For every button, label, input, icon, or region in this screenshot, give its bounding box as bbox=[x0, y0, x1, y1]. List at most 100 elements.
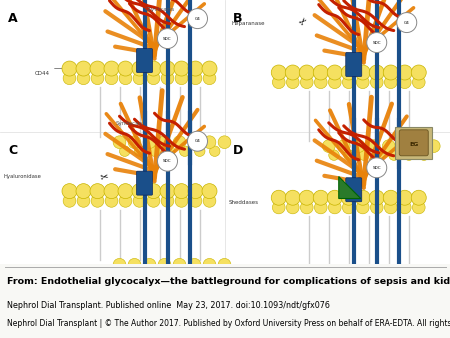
Circle shape bbox=[342, 201, 355, 214]
Circle shape bbox=[338, 140, 350, 152]
Circle shape bbox=[328, 201, 341, 214]
FancyBboxPatch shape bbox=[346, 178, 362, 202]
Bar bbox=[0, 132, 225, 264]
Circle shape bbox=[397, 138, 417, 158]
Circle shape bbox=[147, 194, 160, 207]
Circle shape bbox=[286, 201, 299, 214]
Circle shape bbox=[119, 194, 132, 207]
Circle shape bbox=[271, 65, 286, 80]
Circle shape bbox=[165, 146, 175, 156]
Circle shape bbox=[90, 61, 105, 76]
Circle shape bbox=[404, 275, 414, 286]
Circle shape bbox=[189, 72, 202, 84]
FancyBboxPatch shape bbox=[346, 52, 362, 76]
Circle shape bbox=[63, 194, 76, 207]
FancyBboxPatch shape bbox=[395, 127, 432, 159]
Circle shape bbox=[313, 65, 328, 80]
Circle shape bbox=[143, 259, 156, 271]
Circle shape bbox=[146, 61, 161, 76]
Circle shape bbox=[104, 61, 119, 76]
Text: G4: G4 bbox=[404, 21, 410, 25]
Circle shape bbox=[158, 151, 177, 171]
Circle shape bbox=[76, 184, 91, 199]
Circle shape bbox=[272, 76, 285, 89]
Circle shape bbox=[105, 72, 118, 84]
Text: G4: G4 bbox=[194, 17, 200, 21]
Circle shape bbox=[132, 61, 147, 76]
Circle shape bbox=[383, 190, 398, 205]
Circle shape bbox=[188, 136, 201, 149]
Circle shape bbox=[77, 72, 90, 84]
Circle shape bbox=[158, 29, 177, 49]
Circle shape bbox=[397, 265, 410, 278]
Circle shape bbox=[202, 61, 217, 76]
Circle shape bbox=[382, 265, 395, 278]
Circle shape bbox=[143, 136, 156, 149]
Circle shape bbox=[175, 72, 188, 84]
Text: C: C bbox=[8, 144, 17, 157]
Circle shape bbox=[299, 65, 314, 80]
Circle shape bbox=[412, 265, 425, 278]
Circle shape bbox=[397, 13, 417, 32]
Circle shape bbox=[285, 190, 300, 205]
Circle shape bbox=[91, 194, 104, 207]
Circle shape bbox=[158, 259, 171, 271]
Circle shape bbox=[356, 201, 369, 214]
Circle shape bbox=[342, 76, 355, 89]
Circle shape bbox=[128, 136, 141, 149]
Text: Hyaluronidase: Hyaluronidase bbox=[4, 174, 42, 179]
Circle shape bbox=[161, 194, 174, 207]
Circle shape bbox=[76, 61, 91, 76]
Circle shape bbox=[203, 136, 216, 149]
Circle shape bbox=[158, 136, 171, 149]
Circle shape bbox=[62, 61, 77, 76]
Circle shape bbox=[218, 136, 231, 149]
Bar bbox=[0, 0, 225, 132]
Circle shape bbox=[118, 61, 133, 76]
Circle shape bbox=[174, 61, 189, 76]
Circle shape bbox=[165, 268, 175, 279]
Circle shape bbox=[188, 184, 203, 199]
Circle shape bbox=[132, 184, 147, 199]
Text: Glycicans: Glycicans bbox=[144, 7, 175, 11]
Circle shape bbox=[367, 158, 387, 178]
Circle shape bbox=[203, 72, 216, 84]
Circle shape bbox=[118, 184, 133, 199]
Circle shape bbox=[173, 136, 186, 149]
Circle shape bbox=[398, 76, 411, 89]
Circle shape bbox=[359, 275, 369, 286]
Circle shape bbox=[160, 184, 175, 199]
Text: Nephrol Dial Transplant | © The Author 2017. Published by Oxford University Pres: Nephrol Dial Transplant | © The Author 2… bbox=[7, 319, 450, 329]
Circle shape bbox=[315, 76, 327, 89]
Circle shape bbox=[397, 140, 410, 152]
Circle shape bbox=[398, 201, 411, 214]
Circle shape bbox=[218, 259, 231, 271]
Circle shape bbox=[149, 268, 160, 279]
Circle shape bbox=[62, 184, 77, 199]
Text: G4: G4 bbox=[194, 139, 200, 143]
Circle shape bbox=[105, 194, 118, 207]
Circle shape bbox=[135, 146, 145, 156]
Circle shape bbox=[328, 76, 341, 89]
Circle shape bbox=[113, 136, 126, 149]
Circle shape bbox=[180, 146, 190, 156]
FancyBboxPatch shape bbox=[136, 49, 153, 73]
Bar bbox=[225, 0, 450, 132]
Circle shape bbox=[210, 268, 220, 279]
Circle shape bbox=[285, 65, 300, 80]
Circle shape bbox=[188, 259, 201, 271]
Text: B: B bbox=[233, 12, 243, 25]
Circle shape bbox=[383, 65, 398, 80]
Circle shape bbox=[286, 76, 299, 89]
Circle shape bbox=[188, 9, 207, 29]
Circle shape bbox=[329, 150, 339, 161]
Circle shape bbox=[133, 194, 146, 207]
Circle shape bbox=[412, 140, 425, 152]
Circle shape bbox=[194, 268, 205, 279]
Circle shape bbox=[90, 184, 105, 199]
Text: SDC: SDC bbox=[373, 166, 381, 170]
Text: Sheddases: Sheddases bbox=[229, 200, 259, 205]
Circle shape bbox=[327, 190, 342, 205]
Circle shape bbox=[271, 190, 286, 205]
Circle shape bbox=[180, 268, 190, 279]
